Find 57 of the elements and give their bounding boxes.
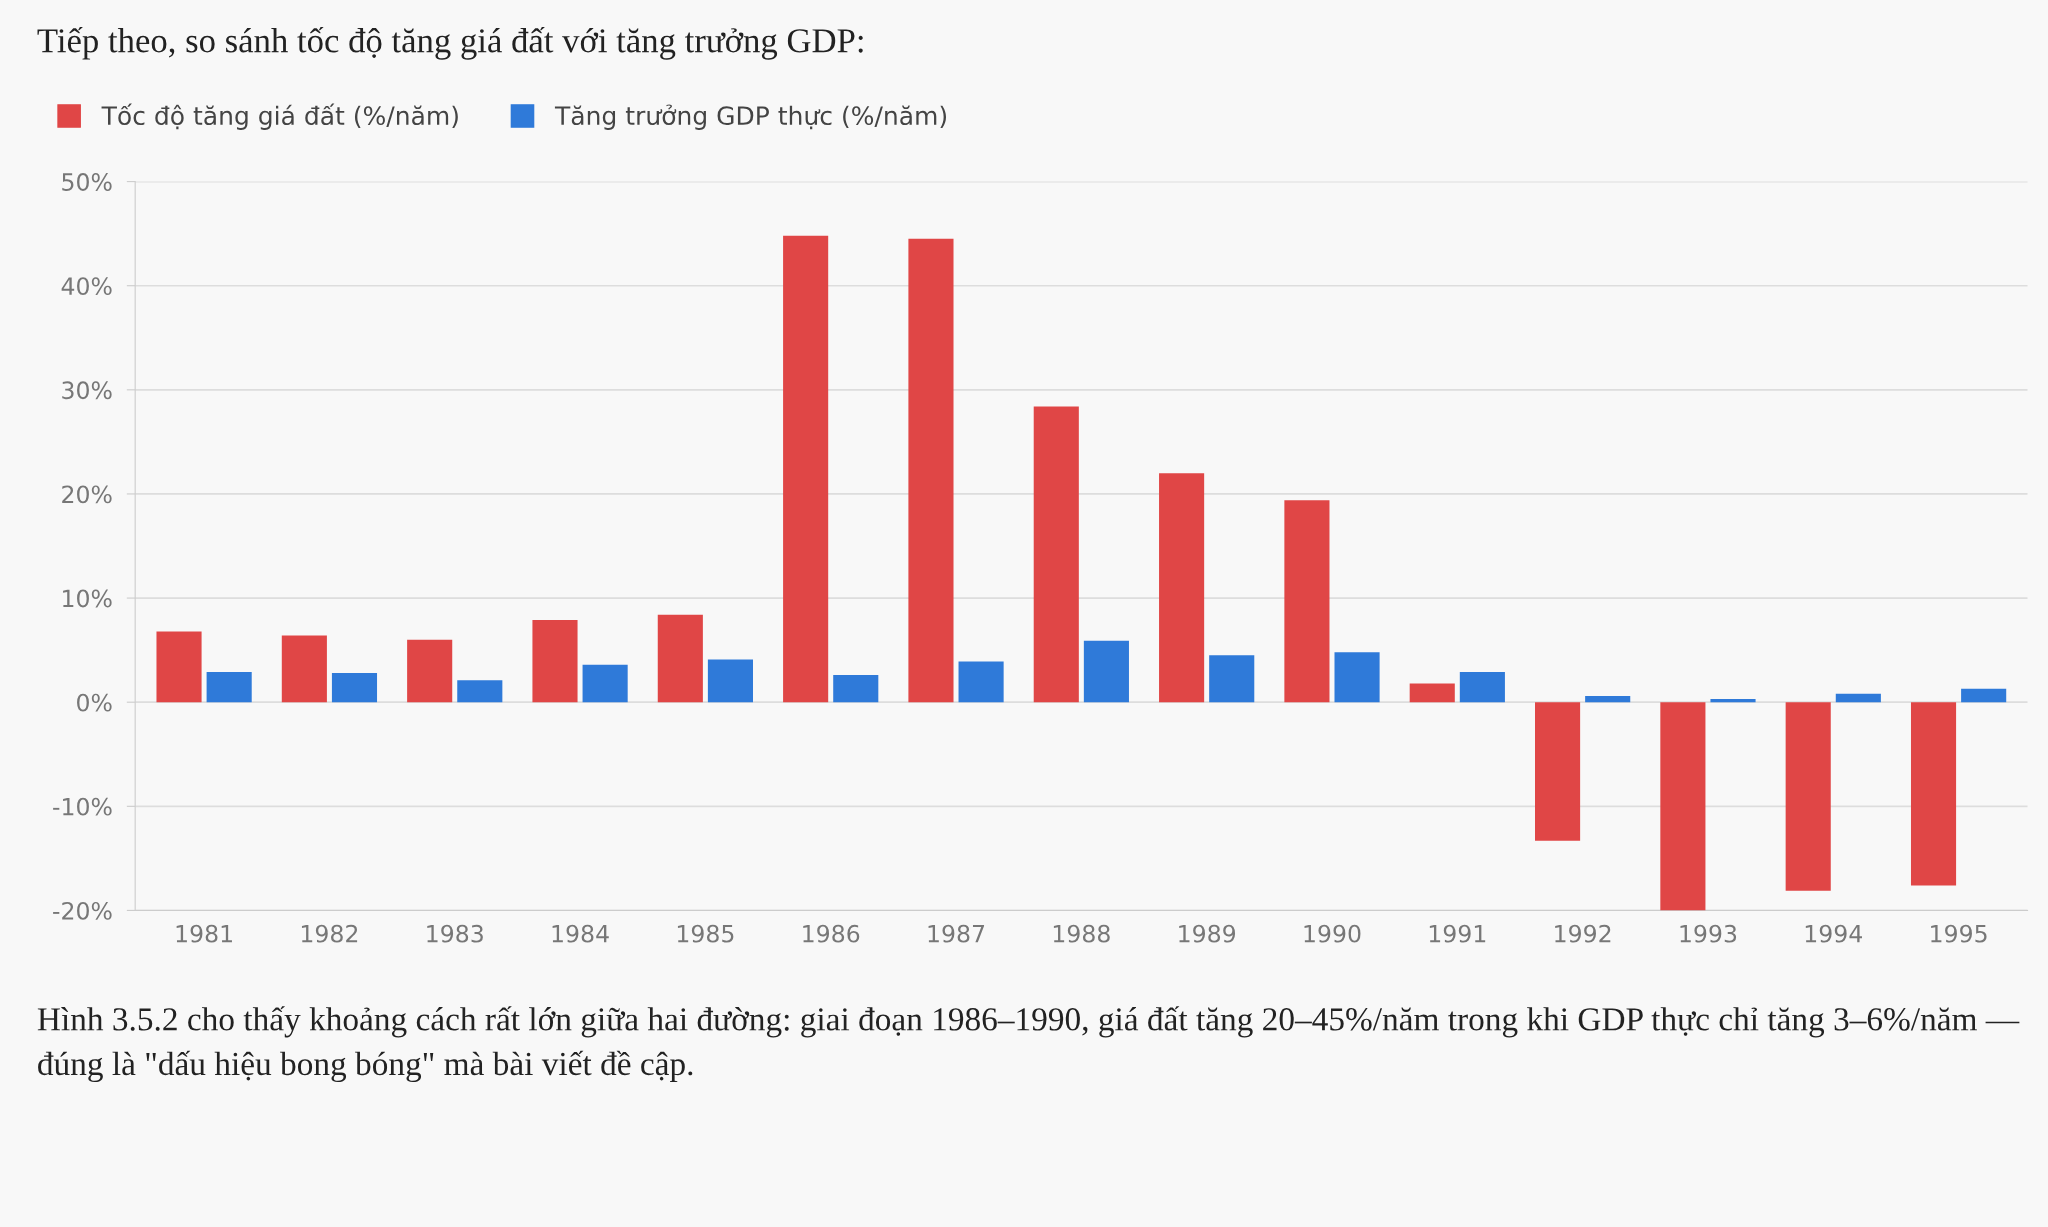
x-tick-label: 1986 <box>803 924 860 943</box>
legend-label: Tăng trưởng GDP thực (%/năm) <box>554 104 947 130</box>
bar <box>833 675 879 703</box>
x-tick-label: 1989 <box>1179 924 1236 943</box>
bar <box>1209 655 1255 703</box>
bar <box>958 661 1004 703</box>
bar <box>1083 640 1129 703</box>
x-tick-label: 1983 <box>427 924 483 943</box>
y-tick-label: 20% <box>62 485 112 504</box>
bar <box>1535 702 1581 841</box>
bar <box>1033 406 1079 703</box>
x-tick-label: 1991 <box>1429 924 1486 943</box>
x-tick-label: 1994 <box>1805 924 1862 943</box>
x-tick-label: 1988 <box>1053 924 1110 943</box>
bar <box>1910 702 1957 886</box>
x-tick-label: 1992 <box>1555 924 1611 943</box>
y-tick-label: 50% <box>62 173 112 191</box>
bar <box>1835 693 1881 703</box>
y-tick-label: 0% <box>77 693 112 712</box>
y-tick-label: 10% <box>63 589 112 608</box>
bar <box>457 680 503 703</box>
x-tick-label: 1990 <box>1304 924 1361 943</box>
bar <box>156 631 202 703</box>
bar <box>1961 688 2007 703</box>
bar <box>1159 473 1205 703</box>
bar <box>1284 500 1330 703</box>
x-tick-label: 1982 <box>301 924 358 943</box>
text: Hình 3.5.2 cho thấy khoảng cách rất lớn giữa hai đường: giai đoạn 1986–1990, giá đất tăng 20–45%/năm trong khi GDP thực chỉ tăng 3–6%/năm — đúng là "dấu hiệu bong bóng" mà bài viết đề cập. <box>37 1006 2020 1083</box>
bar <box>582 664 628 703</box>
bar <box>1409 683 1455 703</box>
bar <box>281 635 327 703</box>
bar <box>908 238 954 703</box>
bar <box>707 659 753 703</box>
y-tick-label: 40% <box>61 277 112 296</box>
x-tick-label: 1985 <box>677 924 734 943</box>
x-tick-label: 1984 <box>552 924 609 943</box>
bar <box>331 673 378 703</box>
bar <box>532 619 578 703</box>
y-tick-label: 30% <box>62 381 112 400</box>
x-tick-label: 1981 <box>176 924 232 943</box>
legend-label: Tốc độ tăng giá đất (%/năm) <box>101 103 458 130</box>
x-tick-label: 1993 <box>1680 924 1737 943</box>
y-tick-label: -20% <box>53 901 112 920</box>
bar <box>1334 652 1380 703</box>
bar <box>1785 702 1831 891</box>
chart-title: Tiếp theo, so sánh tốc độ tăng giá đất với tăng trưởng GDP: <box>37 26 863 60</box>
bar <box>1585 695 1631 703</box>
bar <box>407 639 453 703</box>
y-tick-label: -10% <box>53 797 112 816</box>
bar <box>1660 702 1706 911</box>
bar <box>1710 699 1756 703</box>
bar <box>783 235 829 703</box>
x-tick-label: 1995 <box>1931 924 1987 943</box>
bar <box>1459 672 1505 703</box>
x-tick-label: 1987 <box>928 924 985 943</box>
bar <box>206 672 252 703</box>
bar <box>657 614 703 703</box>
